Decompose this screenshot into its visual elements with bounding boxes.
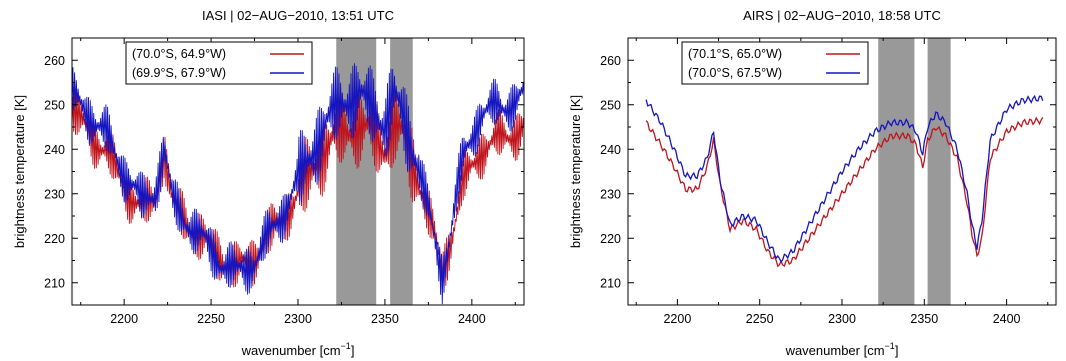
y-axis-label: brightness temperature [K] bbox=[12, 95, 27, 248]
legend-label: (69.9°S, 67.9°W) bbox=[132, 66, 226, 80]
x-tick-label: 2350 bbox=[371, 312, 399, 326]
legend-label: (70.1°S, 65.0°W) bbox=[688, 47, 782, 61]
series-line-1 bbox=[72, 63, 524, 305]
legend-box bbox=[125, 41, 313, 85]
y-tick-label: 260 bbox=[600, 54, 621, 68]
x-axis-label: wavenumber [cm−1] bbox=[241, 341, 355, 358]
y-tick-label: 220 bbox=[600, 232, 621, 246]
x-axis-label-main: wavenumber [cm bbox=[241, 343, 341, 358]
x-axis-label-superscript: −1 bbox=[341, 341, 351, 351]
legend-label: (70.0°S, 67.5°W) bbox=[688, 66, 782, 80]
shaded-band bbox=[927, 38, 951, 305]
legend-box bbox=[681, 41, 869, 85]
y-tick-label: 240 bbox=[44, 143, 65, 157]
series-line-1 bbox=[645, 94, 1044, 264]
x-tick-label: 2300 bbox=[828, 312, 856, 326]
y-tick-label: 210 bbox=[600, 276, 621, 290]
y-tick-label: 260 bbox=[44, 54, 65, 68]
x-tick-label: 2200 bbox=[110, 312, 138, 326]
chart-0: IASI | 02−AUG−2010, 13:51 UTC 2200 2250 230… bbox=[12, 8, 525, 358]
x-tick-label: 2250 bbox=[746, 312, 774, 326]
x-tick-label: 2400 bbox=[993, 312, 1021, 326]
chart-1: AIRS | 02−AUG−2010, 18:58 UTC 2200 2250 230… bbox=[568, 8, 1057, 358]
shaded-band bbox=[878, 38, 915, 305]
x-tick-label: 2350 bbox=[910, 312, 938, 326]
y-axis-label: brightness temperature [K] bbox=[568, 95, 583, 248]
y-tick-label: 250 bbox=[44, 98, 65, 112]
chart-title: AIRS | 02−AUG−2010, 18:58 UTC bbox=[743, 8, 941, 23]
y-tick-label: 240 bbox=[600, 143, 621, 157]
x-axis-label-end: ] bbox=[351, 343, 355, 358]
chart-title: IASI | 02−AUG−2010, 13:51 UTC bbox=[202, 8, 394, 23]
y-tick-label: 210 bbox=[44, 276, 65, 290]
y-tick-label: 220 bbox=[44, 232, 65, 246]
x-tick-label: 2300 bbox=[284, 312, 312, 326]
legend-label: (70.0°S, 64.9°W) bbox=[132, 47, 226, 61]
series-group bbox=[72, 63, 524, 305]
y-tick-label: 250 bbox=[600, 98, 621, 112]
x-axis-label-end: ] bbox=[895, 343, 899, 358]
x-axis-label: wavenumber [cm−1] bbox=[785, 341, 899, 358]
x-tick-label: 2400 bbox=[458, 312, 486, 326]
y-tick-label: 230 bbox=[600, 187, 621, 201]
series-group bbox=[645, 94, 1044, 268]
x-tick-label: 2250 bbox=[197, 312, 225, 326]
x-axis-label-superscript: −1 bbox=[885, 341, 895, 351]
x-tick-label: 2200 bbox=[663, 312, 691, 326]
x-axis-label-main: wavenumber [cm bbox=[785, 343, 885, 358]
series-line-0 bbox=[645, 116, 1044, 268]
y-tick-label: 230 bbox=[44, 187, 65, 201]
